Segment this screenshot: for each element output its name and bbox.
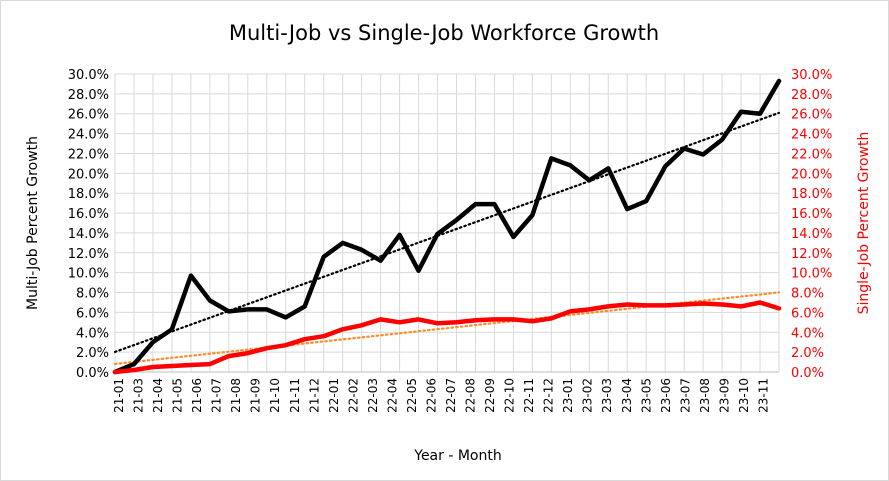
x-tick-label: 21-01 <box>112 378 126 413</box>
x-tick-label: 21-11 <box>288 378 302 413</box>
x-tick-label: 21-05 <box>171 378 185 413</box>
y-left-tick-label: 14.0% <box>68 227 109 242</box>
x-tick-label: 21-10 <box>268 378 282 413</box>
x-tick-label: 23-05 <box>639 378 653 413</box>
series-line-0 <box>112 78 782 375</box>
y-right-tick-label: 14.0% <box>791 227 832 242</box>
x-tick-label: 23-02 <box>581 378 595 413</box>
x-tick-label: 21-06 <box>190 378 204 413</box>
x-tick-label: 22-10 <box>503 378 517 413</box>
x-axis-title: Year - Month <box>413 448 501 464</box>
x-tick-label: 22-06 <box>424 378 438 413</box>
y-left-tick-label: 22.0% <box>68 147 109 162</box>
x-tick-label: 22-02 <box>346 378 360 413</box>
y-axis-left-title: Multi-Job Percent Growth <box>25 136 41 310</box>
x-tick-label: 22-09 <box>483 378 497 413</box>
y-right-tick-label: 12.0% <box>791 247 832 262</box>
x-tick-label: 21-07 <box>210 378 224 413</box>
y-right-tick-label: 28.0% <box>791 88 832 103</box>
x-tick-label: 22-07 <box>444 378 458 413</box>
series-lines <box>112 78 782 375</box>
y-left-tick-label: 26.0% <box>68 108 109 123</box>
y-right-tick-label: 2.0% <box>791 346 824 361</box>
x-tick-label: 22-12 <box>542 378 556 413</box>
chart-title: Multi-Job vs Single-Job Workforce Growth <box>229 21 659 45</box>
y-left-tick-label: 6.0% <box>76 306 109 321</box>
series-line-1 <box>112 300 782 375</box>
y-left-tick-label: 0.0% <box>76 366 109 381</box>
x-tick-label: 22-08 <box>464 378 478 413</box>
y-right-tick-label: 26.0% <box>791 108 832 123</box>
trendline-0 <box>113 111 781 354</box>
x-tick-label: 21-08 <box>229 378 243 413</box>
y-left-tick-label: 18.0% <box>68 187 109 202</box>
y-right-tick-label: 8.0% <box>791 287 824 302</box>
x-tick-label: 22-05 <box>405 378 419 413</box>
y-right-tick-label: 0.0% <box>791 366 824 381</box>
y-right-tick-label: 16.0% <box>791 207 832 222</box>
x-tick-label: 23-03 <box>600 378 614 413</box>
x-tick-label: 21-12 <box>307 378 321 413</box>
grid-lines <box>114 73 780 373</box>
x-tick-label: 21-04 <box>151 378 165 413</box>
x-axis-ticks: 21-01 21-03 21-04 21-05 21-06 21-07 21-08 21-09… <box>112 378 770 413</box>
y-right-tick-label: 22.0% <box>791 147 832 162</box>
y-axis-left-ticks: 0.0% 2.0% 4.0% 6.0% 8.0% 10.0% 12.0% 14.0% 16.0%… <box>68 68 109 381</box>
x-tick-label: 23-04 <box>620 378 634 413</box>
y-left-tick-label: 10.0% <box>68 267 109 282</box>
y-left-tick-label: 8.0% <box>76 287 109 302</box>
x-tick-label: 23-01 <box>561 378 575 413</box>
y-left-tick-label: 20.0% <box>68 167 109 182</box>
x-tick-label: 23-07 <box>678 378 692 413</box>
x-tick-label: 22-01 <box>327 378 341 413</box>
y-left-tick-label: 4.0% <box>76 326 109 341</box>
x-tick-label: 21-09 <box>249 378 263 413</box>
y-right-tick-label: 24.0% <box>791 128 832 143</box>
x-tick-label: 23-08 <box>698 378 712 413</box>
y-right-tick-label: 4.0% <box>791 326 824 341</box>
y-right-tick-label: 18.0% <box>791 187 832 202</box>
x-tick-label: 22-03 <box>366 378 380 413</box>
y-left-tick-label: 30.0% <box>68 68 109 83</box>
y-left-tick-label: 28.0% <box>68 88 109 103</box>
y-left-tick-label: 2.0% <box>76 346 109 361</box>
x-tick-label: 23-09 <box>717 378 731 413</box>
x-tick-label: 23-10 <box>737 378 751 413</box>
x-tick-label: 22-11 <box>522 378 536 413</box>
y-right-tick-label: 10.0% <box>791 267 832 282</box>
x-tick-label: 22-04 <box>385 378 399 413</box>
x-tick-label: 23-11 <box>756 378 770 413</box>
y-left-tick-label: 16.0% <box>68 207 109 222</box>
y-axis-right-title: Single-Job Percent Growth <box>856 132 872 315</box>
y-left-tick-label: 24.0% <box>68 128 109 143</box>
y-right-tick-label: 30.0% <box>791 68 832 83</box>
y-axis-right-ticks: 0.0% 2.0% 4.0% 6.0% 8.0% 10.0% 12.0% 14.0% 16.0%… <box>791 68 832 381</box>
y-right-tick-label: 6.0% <box>791 306 824 321</box>
x-tick-label: 23-06 <box>659 378 673 413</box>
y-right-tick-label: 20.0% <box>791 167 832 182</box>
x-tick-label: 21-03 <box>132 378 146 413</box>
y-left-tick-label: 12.0% <box>68 247 109 262</box>
